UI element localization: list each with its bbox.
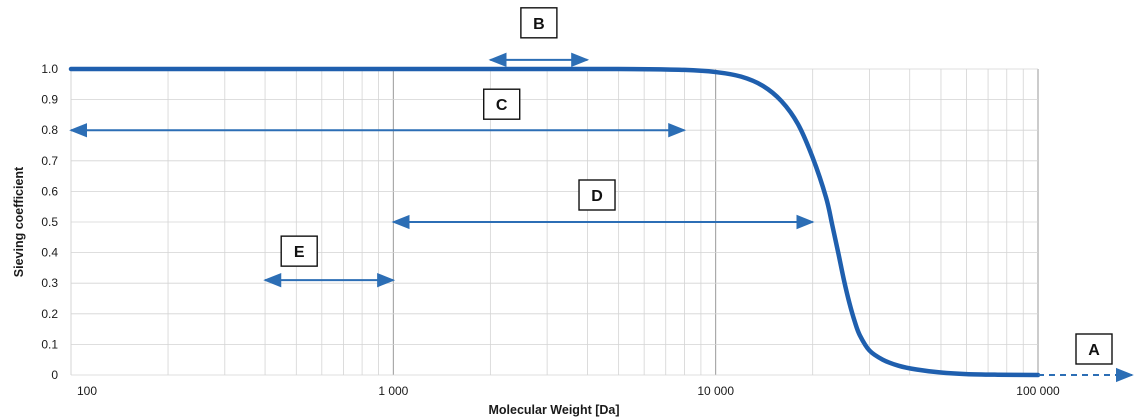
x-axis-title: Molecular Weight [Da] — [488, 403, 619, 417]
range-label-e: E — [294, 244, 305, 261]
range-label-d: D — [591, 188, 603, 205]
y-tick-label: 0.8 — [41, 123, 58, 137]
y-tick-label: 0.5 — [41, 215, 58, 229]
y-tick-label: 1.0 — [41, 62, 58, 76]
sieving-curve — [68, 66, 1041, 378]
x-tick-label: 100 — [77, 384, 97, 398]
y-tick-label: 0.9 — [41, 93, 58, 107]
range-label-box-c — [483, 88, 521, 120]
range-label-box-a — [1075, 333, 1113, 365]
range-annotations: A B C D E — [69, 7, 1134, 383]
y-tick-label: 0.2 — [41, 307, 58, 321]
y-tick-label: 0.6 — [41, 184, 58, 198]
range-label-b: B — [533, 16, 545, 33]
range-label-c: C — [496, 97, 508, 114]
y-tick-label: 0.4 — [41, 246, 58, 260]
range-label-box-e — [280, 235, 318, 267]
x-tick-label: 100 000 — [1016, 384, 1060, 398]
series — [68, 66, 1041, 378]
range-label-box-b — [520, 7, 558, 39]
y-tick-label: 0.7 — [41, 154, 58, 168]
y-axis-title: Sieving coefficient — [12, 166, 26, 277]
range-label-box-d — [578, 179, 616, 211]
y-tick-label: 0.3 — [41, 276, 58, 290]
x-tick-label: 1 000 — [378, 384, 408, 398]
range-label-a: A — [1088, 342, 1100, 359]
y-tick-label: 0.1 — [41, 337, 58, 351]
x-tick-label: 10 000 — [697, 384, 734, 398]
tick-labels: 0 0.1 0.2 0.3 0.4 0.5 0.6 0.7 0.8 0.9 1.0 100 1 000 1… — [41, 62, 1060, 398]
y-tick-label: 0 — [51, 368, 58, 382]
